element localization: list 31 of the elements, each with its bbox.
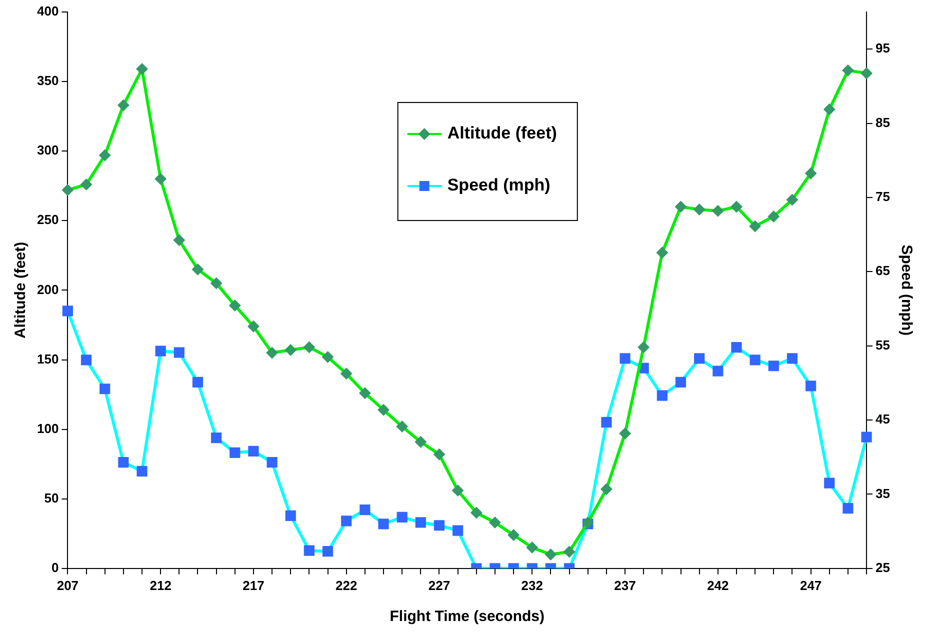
y-tick-label: 350 [36,73,59,88]
y2-tick-label: 55 [876,337,890,352]
y-axis-title: Altitude (feet) [12,242,30,339]
y2-tick-label: 85 [876,114,890,130]
y2-tick-label: 75 [876,189,890,204]
x-tick-label: 237 [614,578,636,593]
x-tick-label: 227 [428,578,450,593]
x-tick-label: 212 [150,578,172,593]
y-tick-label: 400 [36,4,59,19]
y2-tick-label: 95 [876,40,890,56]
y2-tick-label: 45 [876,412,890,427]
x-tick-label: 222 [336,578,358,593]
y-tick-label: 150 [36,351,59,366]
x-axis-title: Flight Time (seconds) [390,608,544,626]
y2-tick-label: 25 [876,560,890,575]
y-tick-label: 0 [51,560,59,575]
y-tick-label: 300 [36,142,59,158]
y-tick-label: 50 [44,490,59,506]
y-tick-label: 200 [36,282,59,297]
x-tick-label: 232 [521,578,543,593]
x-tick-label: 247 [800,578,822,593]
x-tick-label: 217 [242,578,264,593]
y2-tick-label: 65 [876,263,890,278]
legend-label: Altitude (feet) [447,124,557,143]
y2-axis-title: Speed (mph) [898,244,915,336]
y2-tick-label: 35 [876,486,890,501]
y-tick-label: 250 [36,212,59,228]
legend-label: Speed (mph) [447,176,550,195]
x-tick-label: 207 [56,578,79,593]
x-tick-label: 242 [707,578,729,593]
y-tick-label: 100 [36,420,59,436]
